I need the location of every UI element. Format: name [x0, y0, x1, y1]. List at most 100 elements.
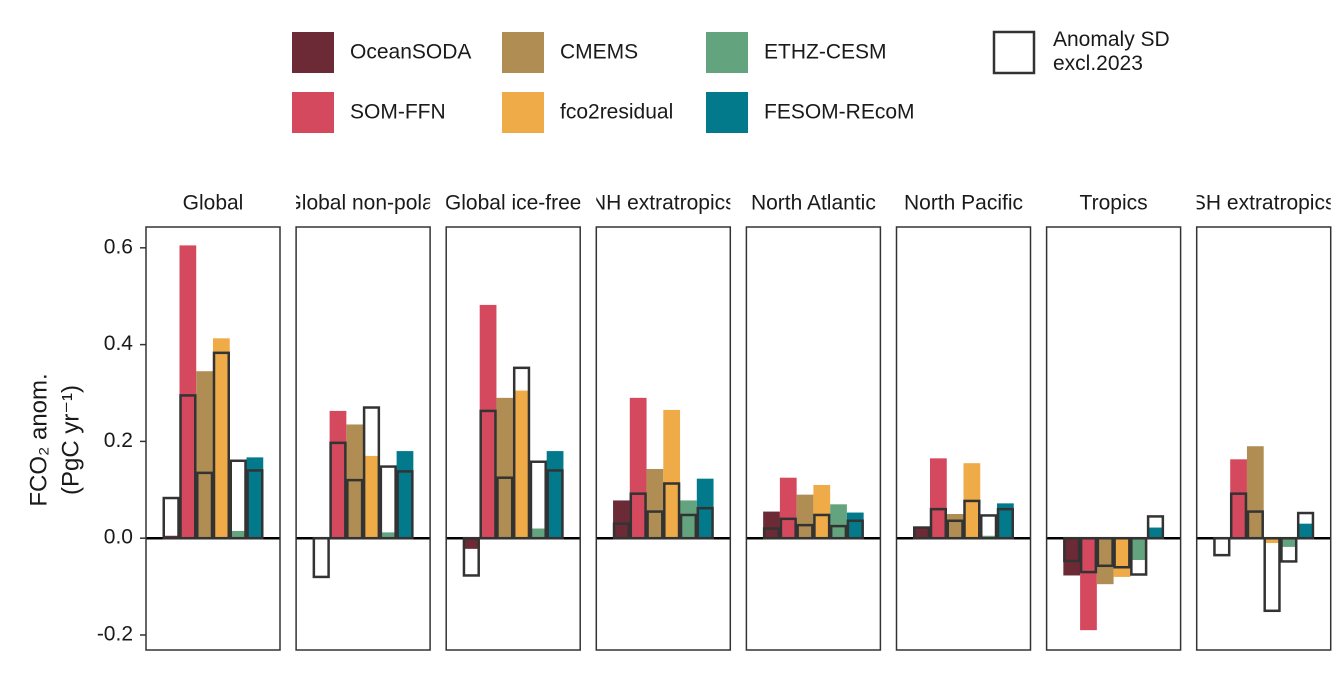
bar: [1246, 446, 1264, 539]
bar: [1130, 538, 1148, 560]
legend-label: SOM-FFN: [350, 101, 446, 124]
sd-bar: [229, 459, 247, 540]
y-axis-label: FCO₂ anom.: [25, 373, 52, 506]
sd-bar: [1213, 536, 1231, 557]
bar: [479, 304, 497, 539]
sd-bar: [162, 496, 180, 540]
sd-bar: [796, 523, 814, 540]
legend-label: Anomaly SD excl.2023: [1053, 28, 1170, 75]
y-tick-label: -0.2: [97, 623, 133, 646]
panel-title: Global non-polar: [285, 192, 440, 215]
sd-bar: [1280, 536, 1298, 563]
panel-title: North Pacific: [904, 192, 1023, 215]
y-tick-label: 0.6: [104, 235, 133, 258]
bar: [1063, 538, 1081, 576]
sd-bar: [1079, 536, 1098, 574]
sd-bar: [846, 519, 864, 540]
bar: [1230, 459, 1247, 539]
panel-border: [145, 226, 281, 651]
y-axis-label: (PgC yr⁻¹): [57, 385, 84, 495]
sd-bar: [396, 470, 414, 540]
bar: [779, 477, 797, 539]
legend-label: fco2residual: [560, 101, 673, 124]
bar: [196, 371, 213, 539]
panel-title: North Atlantic: [751, 192, 876, 215]
legend-swatch: [706, 92, 748, 133]
sd-bar: [646, 510, 664, 540]
bar: [1113, 538, 1131, 577]
legend-label: ETHZ-CESM: [764, 41, 887, 64]
sd-bar: [829, 524, 848, 540]
bar: [680, 500, 697, 539]
sd-bar: [462, 536, 480, 577]
sd-bar: [629, 492, 647, 540]
sd-bar: [362, 406, 381, 540]
legend-label: CMEMS: [560, 41, 638, 64]
bar: [646, 468, 664, 539]
legend-label-box: Anomaly SD excl.2023: [1053, 28, 1170, 75]
sd-bar: [663, 482, 681, 540]
sd-bar: [996, 507, 1014, 540]
bar: [629, 397, 647, 539]
bar: [813, 484, 831, 539]
sd-bar: [1263, 536, 1281, 613]
bar: [930, 458, 947, 539]
sd-bar: [479, 409, 497, 540]
bar: [496, 397, 514, 539]
bar: [513, 390, 530, 539]
sd-bar: [529, 460, 547, 540]
bar: [613, 500, 630, 539]
bar: [396, 451, 414, 539]
sd-bar: [913, 526, 931, 540]
legend-swatch: [502, 32, 544, 73]
y-tick-label: 0.4: [104, 332, 134, 355]
sd-bar: [963, 499, 981, 540]
sd-bar: [379, 465, 397, 540]
bar: [946, 514, 964, 539]
bar: [379, 532, 397, 539]
bar: [663, 409, 681, 539]
sd-bar: [929, 507, 947, 540]
legend-swatch: [292, 32, 334, 73]
panel-title: SH extratropics: [1192, 192, 1336, 215]
panel-title: Global ice-free: [445, 192, 582, 215]
bar: [1263, 538, 1281, 544]
bar: [329, 410, 347, 539]
bar: [229, 530, 247, 539]
panel-title: Global: [183, 192, 244, 215]
sd-bar: [1146, 515, 1165, 540]
bar: [796, 494, 814, 539]
sd-bar: [813, 513, 831, 540]
bar: [1297, 523, 1314, 539]
sd-bar: [612, 522, 631, 540]
sd-bar: [1113, 536, 1131, 569]
sd-bar: [1130, 536, 1148, 576]
sd-bar: [496, 476, 514, 540]
sd-bar: [1096, 536, 1114, 568]
sd-bar: [1246, 510, 1264, 540]
panel-border: [745, 226, 882, 651]
panel-border: [595, 226, 732, 651]
legend-label: FESOM-REcoM: [764, 101, 915, 124]
sd-bar: [1296, 511, 1315, 540]
sd-bar: [1063, 536, 1081, 563]
panel-title: Tropics: [1080, 192, 1148, 215]
sd-bar: [980, 514, 998, 540]
bar: [846, 512, 864, 539]
bar: [763, 511, 780, 539]
panel-title: NH extratropics: [591, 192, 736, 215]
bar: [1080, 538, 1097, 631]
sd-bar: [762, 527, 781, 540]
bar: [179, 245, 197, 539]
sd-bar: [512, 366, 531, 540]
bar: [462, 538, 480, 549]
panel-border: [445, 226, 581, 651]
sd-bar: [212, 351, 230, 540]
bar: [1280, 538, 1298, 547]
bar: [997, 503, 1014, 539]
sd-bar: [179, 394, 197, 540]
bar: [546, 451, 564, 539]
bar: [1147, 527, 1164, 539]
panel-border: [895, 226, 1032, 651]
